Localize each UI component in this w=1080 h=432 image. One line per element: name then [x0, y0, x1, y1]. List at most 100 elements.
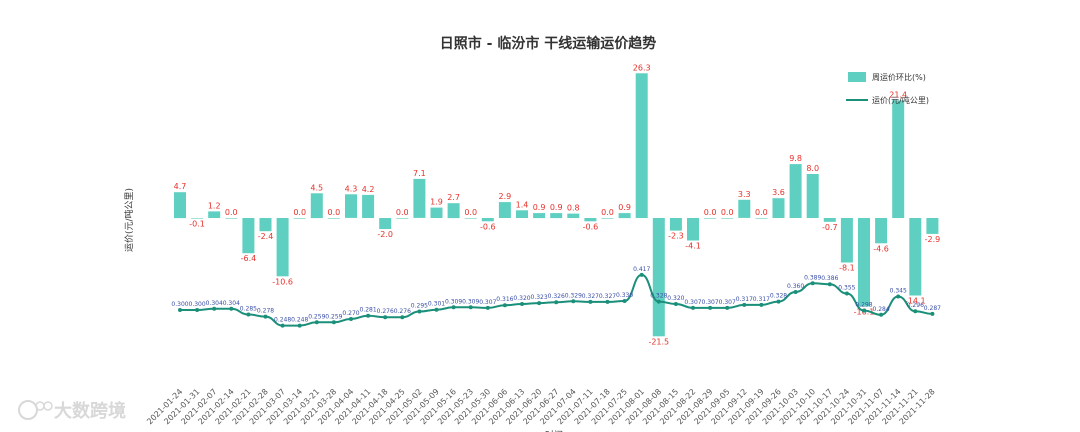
- bar-label-2021-04-11: 4.2: [362, 185, 375, 194]
- line-label-2021-06-27: 0.326: [548, 293, 565, 300]
- bar-2021-02-14: [225, 218, 238, 219]
- line-point-2021-01-31: [195, 308, 200, 312]
- line-label-2021-11-21: 0.296: [907, 302, 924, 309]
- bar-2021-11-14: [892, 100, 905, 218]
- line-point-2021-08-29: [708, 305, 713, 310]
- line-label-2021-03-07: 0.248: [274, 317, 291, 324]
- bar-label-2021-06-13: 1.4: [516, 200, 529, 209]
- bar-2021-07-04: [567, 213, 580, 218]
- bar-label-2021-04-18: -2.0: [377, 230, 393, 239]
- bar-2021-06-20: [533, 213, 546, 219]
- line-label-2021-08-01: 0.417: [633, 266, 650, 273]
- bar-label-2021-06-27: 0.9: [550, 203, 563, 212]
- line-label-2021-08-15: 0.320: [667, 295, 684, 302]
- line-label-2021-06-06: 0.316: [496, 296, 513, 303]
- line-point-2021-11-28: [930, 311, 935, 316]
- legend: 周运价环比(%) 运价(元/吨公里): [846, 72, 929, 105]
- line-point-2021-05-02: [417, 309, 422, 314]
- bar-2021-11-21: [909, 218, 922, 296]
- line-point-2021-06-06: [502, 303, 507, 308]
- line-label-2021-10-10: 0.389: [804, 274, 821, 281]
- line-point-2021-06-20: [537, 301, 542, 306]
- line-point-2021-07-25: [622, 299, 627, 303]
- bar-label-2021-02-07: 1.2: [208, 201, 221, 210]
- line-label-2021-05-09: 0.301: [428, 301, 445, 308]
- bar-label-2021-08-22: -4.1: [685, 242, 701, 251]
- bar-label-2021-08-01: 26.3: [633, 63, 651, 72]
- line-point-2021-04-25: [400, 315, 405, 320]
- line-point-2021-11-14: [896, 294, 901, 299]
- bar-2021-03-28: [327, 218, 340, 219]
- bar-2021-05-16: [447, 203, 460, 219]
- bar-2021-09-19: [755, 218, 768, 219]
- bar-label-2021-06-06: 2.9: [499, 192, 512, 201]
- bar-label-2021-03-07: -10.6: [272, 277, 293, 286]
- line-label-2021-07-18: 0.327: [599, 293, 616, 300]
- bar-label-2021-07-25: 0.9: [618, 203, 631, 212]
- line-label-2021-07-25: 0.330: [616, 292, 633, 299]
- bar-label-2021-07-18: 0.0: [601, 208, 614, 217]
- bar-label-2021-02-14: 0.0: [225, 208, 238, 217]
- line-point-2021-05-23: [468, 305, 473, 310]
- bar-2021-09-12: [738, 199, 751, 218]
- bar-label-2021-10-17: -0.7: [822, 223, 838, 232]
- line-label-2021-02-14: 0.304: [223, 300, 240, 307]
- bar-2021-04-04: [345, 194, 357, 218]
- chart-title: 日照市 - 临汾市 干线运输运价趋势: [440, 35, 656, 52]
- watermark-text: 大数跨境: [54, 400, 126, 422]
- bar-series: [174, 73, 939, 337]
- bar-label-2021-11-21: -14.1: [905, 297, 926, 306]
- x-axis-ticks: 2021-01-242021-01-312021-02-072021-02-14…: [145, 387, 937, 426]
- line-label-2021-10-17: 0.386: [821, 275, 838, 282]
- bar-label-2021-05-09: 1.9: [430, 198, 443, 207]
- line-point-2021-05-30: [485, 305, 490, 310]
- line-series: [178, 272, 935, 328]
- line-point-2021-02-07: [212, 306, 217, 311]
- line-point-2021-07-18: [605, 299, 610, 304]
- line-label-2021-01-31: 0.300: [189, 301, 206, 308]
- bar-labels: 4.7 -0.1 1.2 0.0 -6.4 -2.4 -10.6 0.0 4.5 0.0 4.3 4.…: [174, 63, 941, 346]
- line-point-2021-02-28: [263, 314, 268, 319]
- bar-2021-04-11: [362, 194, 375, 218]
- bar-label-2021-11-14: 21.4: [889, 90, 907, 99]
- line-label-2021-07-04: 0.329: [565, 292, 582, 299]
- line-label-2021-04-18: 0.276: [377, 308, 394, 315]
- line-label-2021-03-14: 0.248: [291, 317, 308, 324]
- line-label-2021-07-11: 0.327: [582, 293, 599, 300]
- line-point-2021-05-09: [434, 307, 439, 312]
- line-point-2021-10-10: [810, 281, 815, 286]
- line-label-2021-05-16: 0.309: [445, 298, 462, 305]
- line-point-2021-10-17: [827, 282, 832, 287]
- line-label-2021-09-12: 0.317: [736, 296, 753, 303]
- line-point-2021-04-18: [383, 315, 388, 320]
- line-label-2021-11-14: 0.345: [890, 288, 907, 295]
- line-point-2021-08-15: [673, 302, 678, 306]
- line-label-2021-04-25: 0.276: [394, 308, 411, 315]
- line-point-2021-06-13: [520, 302, 524, 306]
- watermark-logo-icon: [18, 400, 38, 420]
- bar-label-2021-04-25: 0.0: [396, 208, 409, 217]
- line-label-2021-08-29: 0.307: [702, 299, 719, 306]
- bar-label-2021-08-08: -21.5: [648, 337, 669, 346]
- line-point-2021-08-08: [656, 299, 661, 304]
- line-label-2021-11-07: 0.284: [873, 306, 890, 313]
- bar-2021-07-18: [601, 218, 614, 219]
- bar-label-2021-07-04: 0.8: [567, 204, 580, 213]
- line-label-2021-01-24: 0.300: [171, 301, 188, 308]
- legend-bar-swatch: [848, 72, 866, 82]
- bar-label-2021-03-28: 0.0: [328, 208, 341, 217]
- bar-2021-02-07: [208, 211, 221, 218]
- bar-2021-06-06: [498, 202, 511, 218]
- line-label-2021-04-04: 0.270: [342, 310, 359, 317]
- bar-2021-02-21: [242, 218, 255, 254]
- bar-2021-11-28: [926, 218, 939, 234]
- bar-label-2021-09-19: 0.0: [755, 208, 768, 217]
- bar-2021-01-31: [191, 218, 204, 219]
- bar-label-2021-09-12: 3.3: [738, 190, 751, 199]
- bar-2021-09-05: [721, 218, 734, 219]
- line-point-2021-10-24: [844, 291, 849, 296]
- bar-label-2021-10-24: -8.1: [839, 264, 855, 273]
- legend-bar-label: 周运价环比(%): [872, 72, 926, 82]
- bar-2021-10-10: [806, 174, 819, 218]
